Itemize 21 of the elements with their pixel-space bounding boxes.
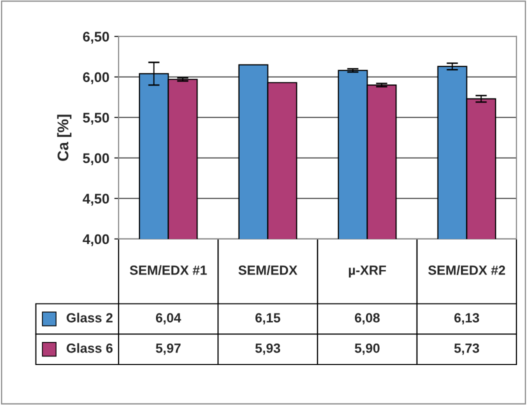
- legend-label: Glass 6: [66, 343, 113, 353]
- data-label: 5,93: [255, 344, 280, 355]
- y-tick-label: 6,50: [83, 32, 109, 44]
- y-tick-label: 5,00: [82, 153, 109, 166]
- legend-label: Glass 2: [66, 312, 113, 322]
- data-label: 5,73: [454, 344, 480, 355]
- data-label: 6,13: [454, 313, 480, 324]
- x-tick-label: SEM/EDX #2: [428, 265, 506, 276]
- y-tick-label: 6,00: [83, 72, 109, 84]
- data-label: 6,08: [354, 313, 380, 324]
- y-tick-label: 4,00: [82, 234, 109, 246]
- data-label: 5,97: [156, 344, 181, 355]
- data-label: 6,15: [255, 313, 280, 324]
- y-tick-label: 4,50: [82, 194, 109, 206]
- y-axis-title: Ca [%]: [57, 114, 72, 161]
- x-tick-label: SEM/EDX #1: [130, 265, 207, 276]
- data-label: 5,90: [354, 344, 380, 355]
- y-tick-label: 5,50: [82, 112, 109, 125]
- x-tick-label: µ-XRF: [348, 266, 386, 278]
- x-tick-label: SEM/EDX: [238, 265, 298, 276]
- data-label: 6,04: [156, 313, 182, 324]
